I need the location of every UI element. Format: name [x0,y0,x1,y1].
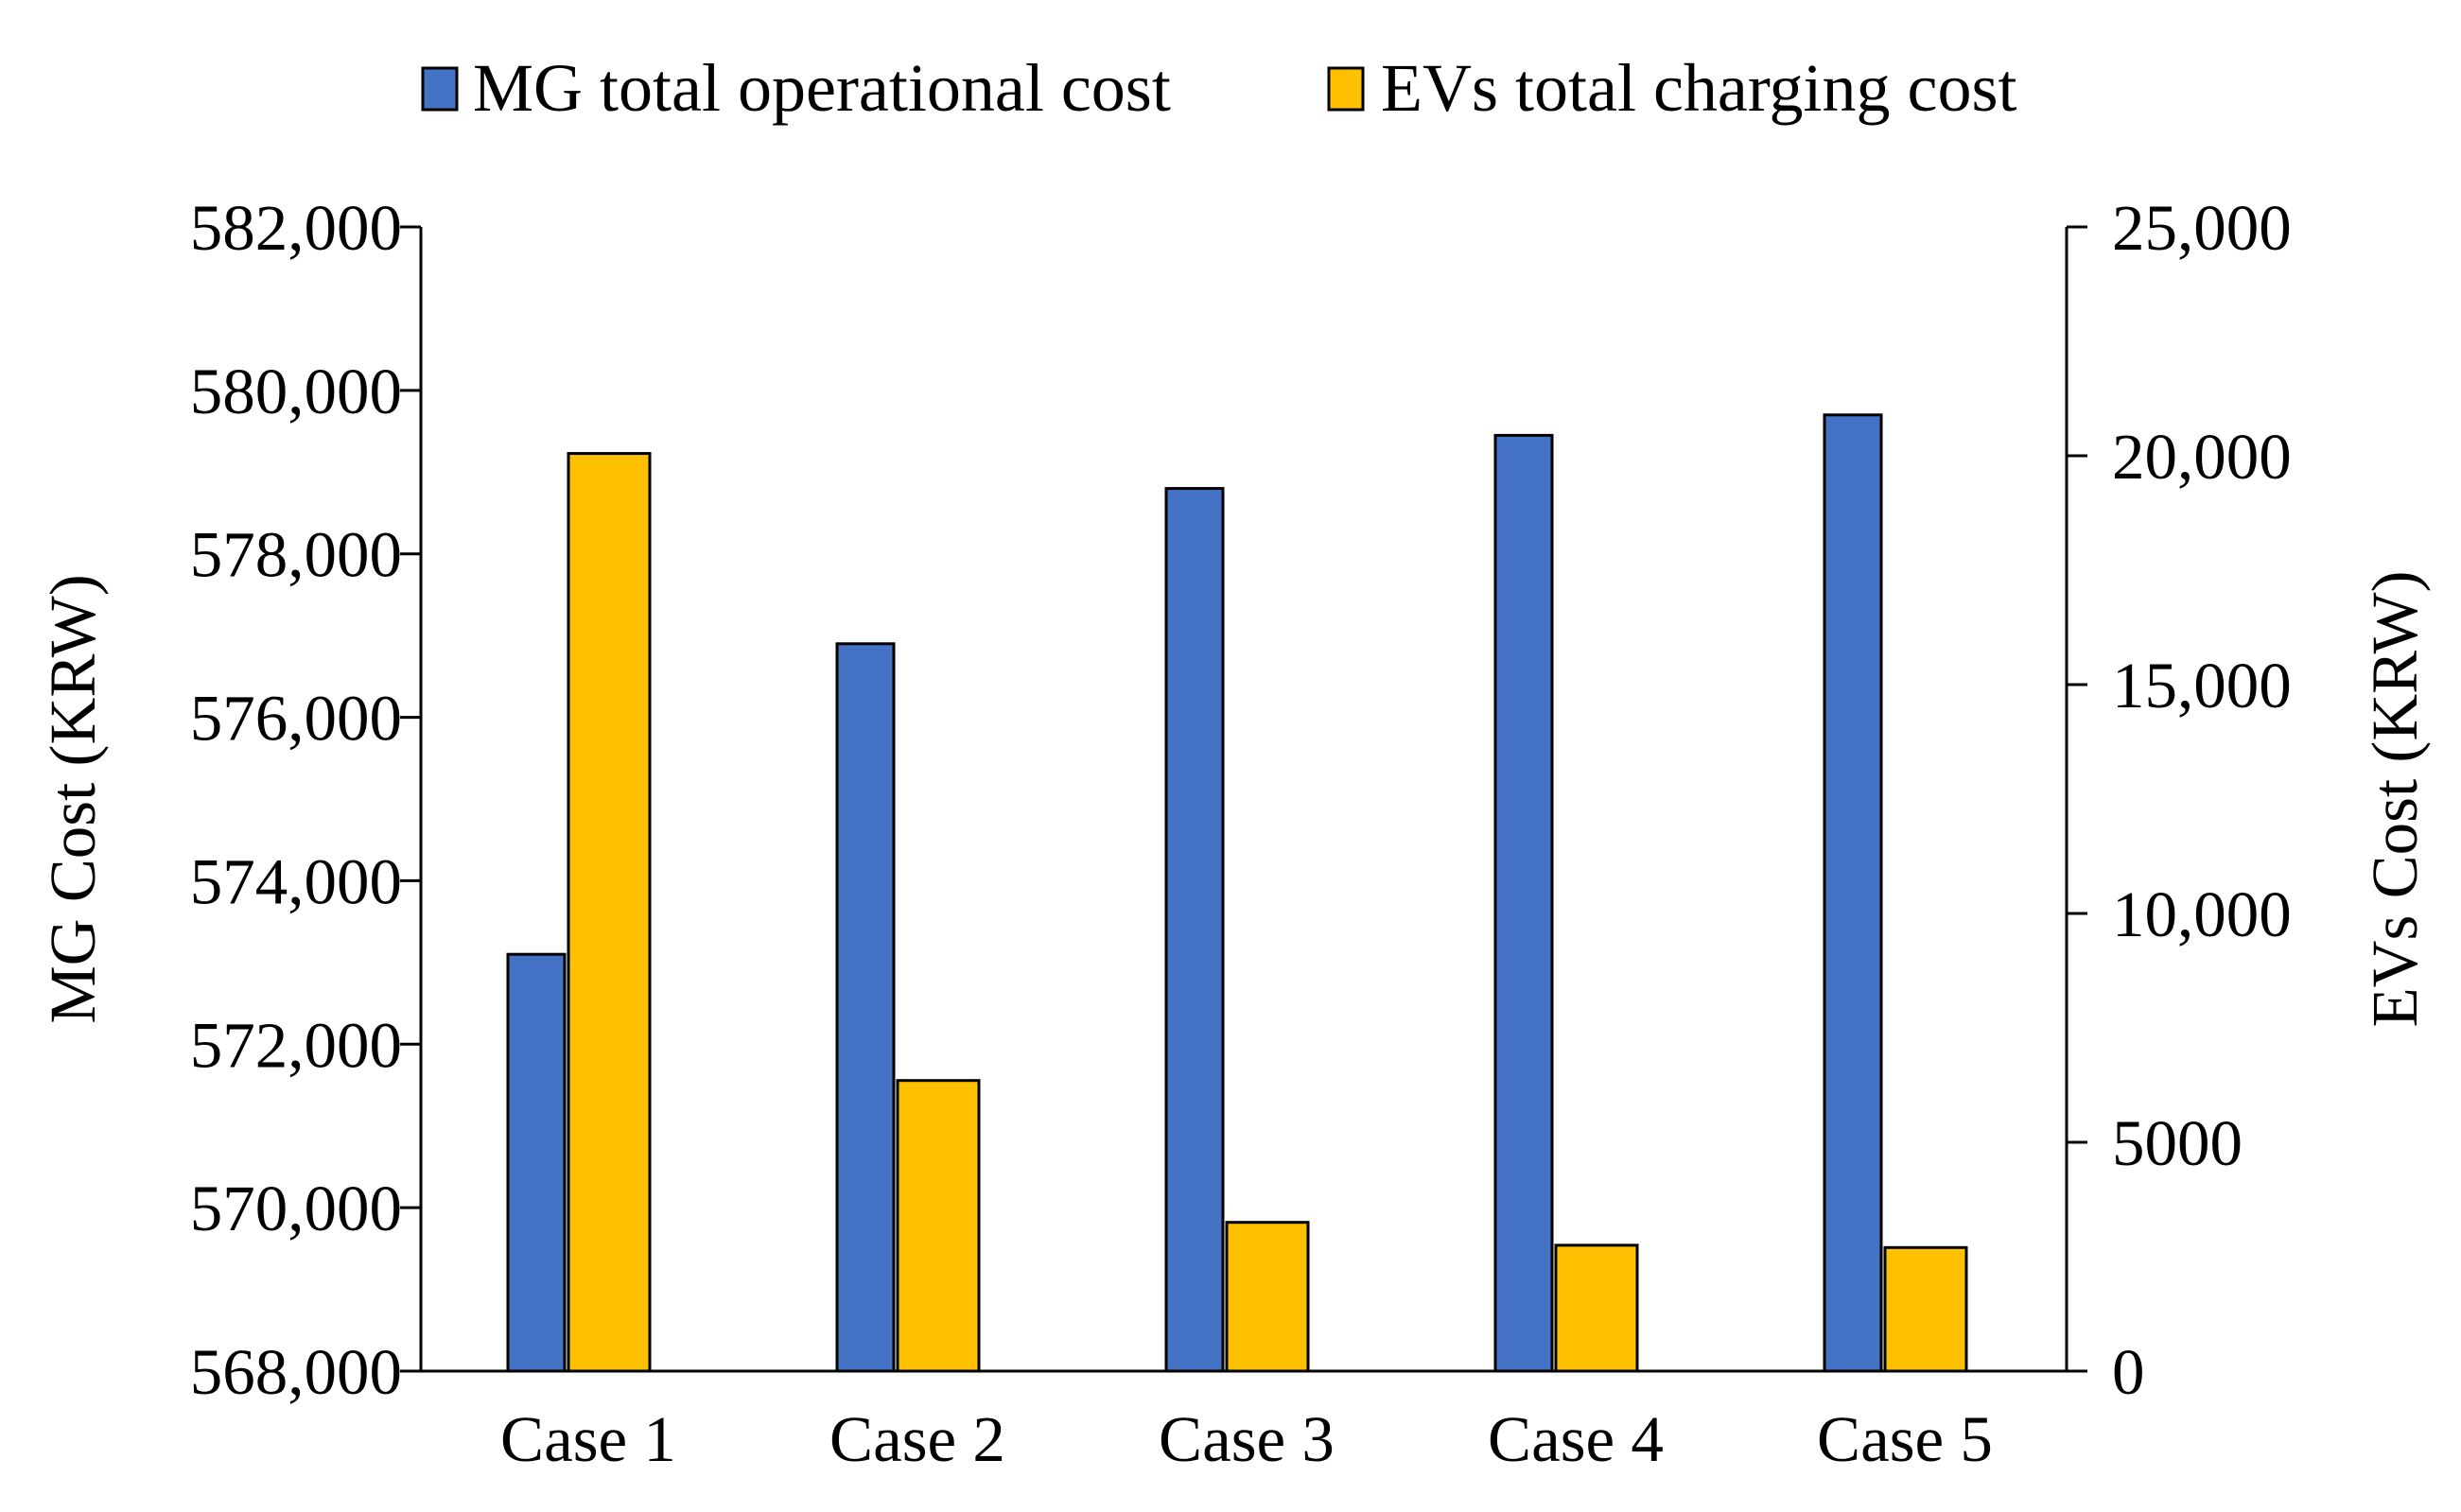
right-axis-tick-label: 5000 [2112,1107,2243,1179]
x-axis-category-label: Case 2 [829,1403,1005,1475]
bar-evs-charging-cost [1883,1245,1968,1373]
legend-item-evs-charging-cost: EVs total charging cost [1381,50,2017,126]
legend-swatch [421,66,459,112]
legend-item-mg-operational-cost: MG total operational cost [473,50,1171,126]
right-axis-tick-label: 20,000 [2112,421,2292,493]
left-axis-title: MG Cost (KRW) [37,574,109,1023]
left-axis-tick-label: 574,000 [190,845,402,917]
left-axis-tick-label: 570,000 [190,1173,402,1244]
right-axis-title: EVs Cost (KRW) [2359,571,2431,1028]
x-axis-category-label: Case 1 [500,1403,676,1475]
right-axis-tick-label: 0 [2112,1336,2145,1408]
bar-evs-charging-cost [896,1079,981,1373]
right-axis-tick-label: 15,000 [2112,650,2292,721]
left-axis-tick-label: 572,000 [190,1009,402,1081]
left-axis-tick-label: 568,000 [190,1336,402,1408]
right-axis-tick-label: 25,000 [2112,192,2292,264]
bar-evs-charging-cost [1225,1221,1310,1373]
bar-mg-operational-cost [1493,433,1554,1373]
legend: MG total operational cost EVs total charg… [421,50,2017,126]
x-axis-category-label: Case 5 [1817,1403,1993,1475]
left-axis-tick-label: 580,000 [190,356,402,427]
legend-swatch [1327,66,1365,112]
x-axis-category-label: Case 4 [1488,1403,1664,1475]
bar-mg-operational-cost [506,952,567,1373]
bars [506,413,1968,1373]
bar-mg-operational-cost [1823,413,1883,1373]
bar-mg-operational-cost [1164,487,1225,1373]
left-axis-tick-label: 578,000 [190,519,402,591]
bar-evs-charging-cost [1554,1243,1639,1373]
x-axis-category-label: Case 3 [1159,1403,1335,1475]
labels: 568,000 570,000 572,000 574,000 576,000 578,0… [37,192,2431,1475]
bar-evs-charging-cost [567,452,652,1373]
left-axis-tick-label: 576,000 [190,683,402,755]
left-axis-tick-label: 582,000 [190,192,402,264]
right-axis-tick-label: 10,000 [2112,878,2292,950]
bar-mg-operational-cost [835,642,896,1373]
